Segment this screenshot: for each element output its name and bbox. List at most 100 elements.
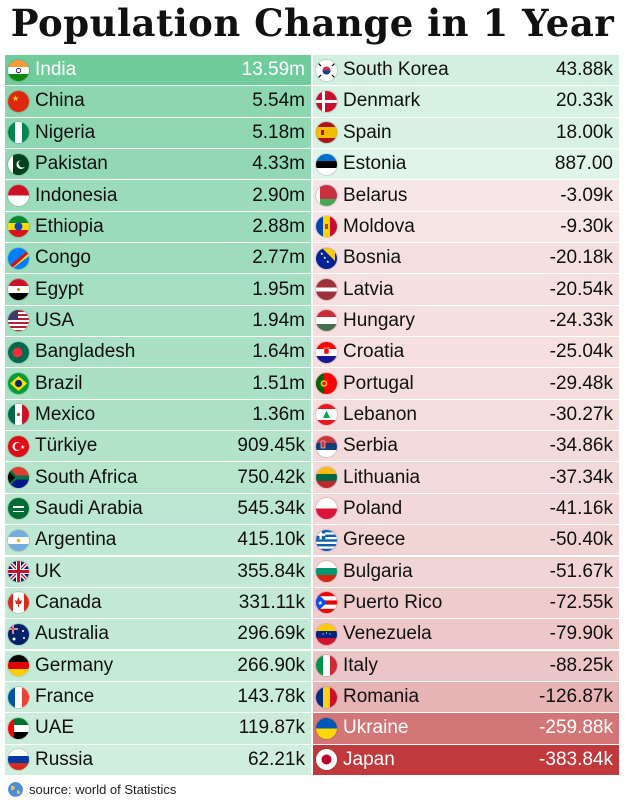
table-row: Congo 2.77m: [5, 243, 311, 274]
mexico-flag-icon: [8, 404, 29, 426]
svg-text:★: ★: [318, 600, 323, 607]
table-row: Romania -126.87k: [313, 681, 619, 713]
nigeria-flag-icon: [8, 122, 29, 144]
table-row: Serbia -34.86k: [313, 431, 619, 462]
table-row: Bulgaria -51.67k: [313, 556, 619, 587]
table-row: Lithuania -37.34k: [313, 462, 619, 493]
country-name: Spain: [343, 121, 392, 143]
country-name: South Korea: [343, 59, 449, 81]
canada-flag-icon: [8, 592, 29, 614]
svg-text:★: ★: [20, 444, 25, 451]
puerto-rico-flag-icon: ★: [316, 592, 337, 614]
change-value: 5.18m: [252, 121, 305, 143]
table-row: Russia 62.21k: [5, 744, 311, 775]
greece-flag-icon: [316, 529, 337, 551]
change-value: -51.67k: [549, 560, 613, 582]
table-row: Pakistan 4.33m: [5, 149, 311, 180]
bosnia-flag-icon: ★ ★ ★: [316, 247, 337, 269]
turkiye-flag-icon: ★: [8, 435, 29, 457]
table-row: Nigeria 5.18m: [5, 117, 311, 148]
table-row: Japan -383.84k: [313, 744, 619, 775]
svg-text:★: ★: [326, 259, 330, 264]
croatia-flag-icon: [316, 341, 337, 363]
table-row: Saudi Arabia 545.34k: [5, 493, 311, 525]
saudi-arabia-flag-icon: [8, 498, 29, 520]
table-row: ★ Türkiye 909.45k: [5, 431, 311, 462]
country-name: Lithuania: [343, 466, 421, 488]
source-text: source: world of Statistics: [29, 781, 177, 797]
source-note: source: world of Statistics: [8, 780, 176, 798]
country-name: China: [35, 90, 85, 112]
change-value: -37.34k: [549, 466, 613, 488]
belarus-flag-icon: [316, 185, 337, 207]
ethiopia-flag-icon: [8, 216, 29, 238]
country-name: USA: [35, 309, 75, 331]
table-row: Estonia 887.00: [313, 149, 619, 180]
country-name: Mexico: [35, 403, 96, 425]
change-value: 5.54m: [252, 90, 305, 112]
argentina-flag-icon: [8, 529, 29, 551]
country-name: Bangladesh: [35, 341, 136, 363]
lebanon-flag-icon: [316, 404, 337, 426]
denmark-flag-icon: [316, 90, 337, 112]
country-name: Hungary: [343, 309, 415, 331]
south-africa-flag-icon: [8, 467, 29, 489]
change-value: 909.45k: [237, 435, 305, 457]
change-value: 20.33k: [555, 90, 613, 112]
table-row: Spain 18.00k: [313, 117, 619, 148]
svg-text:★: ★: [320, 251, 324, 256]
change-value: 750.42k: [237, 466, 305, 488]
change-value: -20.18k: [549, 247, 613, 269]
change-value: 2.88m: [252, 215, 305, 237]
svg-text:★: ★: [12, 94, 19, 103]
country-name: Estonia: [343, 153, 407, 175]
change-value: 1.64m: [252, 341, 305, 363]
table-row: Ethiopia 2.88m: [5, 211, 311, 243]
change-value: 43.88k: [555, 59, 613, 81]
change-value: 13.59m: [241, 59, 305, 81]
globe-icon: [8, 781, 23, 797]
change-value: -24.33k: [549, 309, 613, 331]
table-row: ★ Puerto Rico -72.55k: [313, 587, 619, 619]
egypt-flag-icon: [8, 279, 29, 301]
uae-flag-icon: [8, 717, 29, 739]
bangladesh-flag-icon: [8, 341, 29, 363]
country-name: Argentina: [35, 529, 117, 551]
table-row: Germany 266.90k: [5, 650, 311, 681]
table-row: India 13.59m: [5, 55, 311, 86]
country-name: Moldova: [343, 215, 415, 237]
hungary-flag-icon: [316, 310, 337, 332]
bulgaria-flag-icon: [316, 561, 337, 583]
table-row: South Korea 43.88k: [313, 55, 619, 86]
table-row: Poland -41.16k: [313, 493, 619, 525]
russia-flag-icon: [8, 749, 29, 771]
country-name: Belarus: [343, 184, 408, 206]
table-row: Venezuela -79.90k: [313, 619, 619, 650]
change-value: 331.11k: [238, 591, 305, 613]
country-name: Ethiopia: [35, 215, 104, 237]
svg-text:★: ★: [323, 255, 327, 260]
change-value: 2.90m: [252, 184, 305, 206]
table-row: Denmark 20.33k: [313, 86, 619, 117]
change-value: -259.88k: [539, 717, 613, 739]
table-row: ★ China 5.54m: [5, 86, 311, 117]
left-column: India 13.59m ★ China 5.54m Nigeria 5.18m Pakist…: [5, 55, 311, 776]
country-name: Türkiye: [35, 435, 98, 457]
country-name: Italy: [343, 654, 378, 676]
italy-flag-icon: [316, 655, 337, 677]
table-row: Latvia -20.54k: [313, 274, 619, 305]
country-name: UAE: [35, 717, 75, 739]
country-name: Latvia: [343, 278, 394, 300]
change-value: -9.30k: [560, 215, 613, 237]
table-row: Portugal -29.48k: [313, 368, 619, 399]
country-name: Denmark: [343, 90, 421, 112]
latvia-flag-icon: [316, 279, 337, 301]
table-row: Australia 296.69k: [5, 619, 311, 650]
table-row: UK 355.84k: [5, 556, 311, 587]
change-value: 1.95m: [252, 278, 305, 300]
change-value: -126.87k: [539, 686, 613, 708]
chart-title: Population Change in 1 Year: [10, 1, 615, 45]
table-row: Greece -50.40k: [313, 525, 619, 556]
change-value: -34.86k: [549, 435, 613, 457]
country-name: Nigeria: [35, 121, 96, 143]
